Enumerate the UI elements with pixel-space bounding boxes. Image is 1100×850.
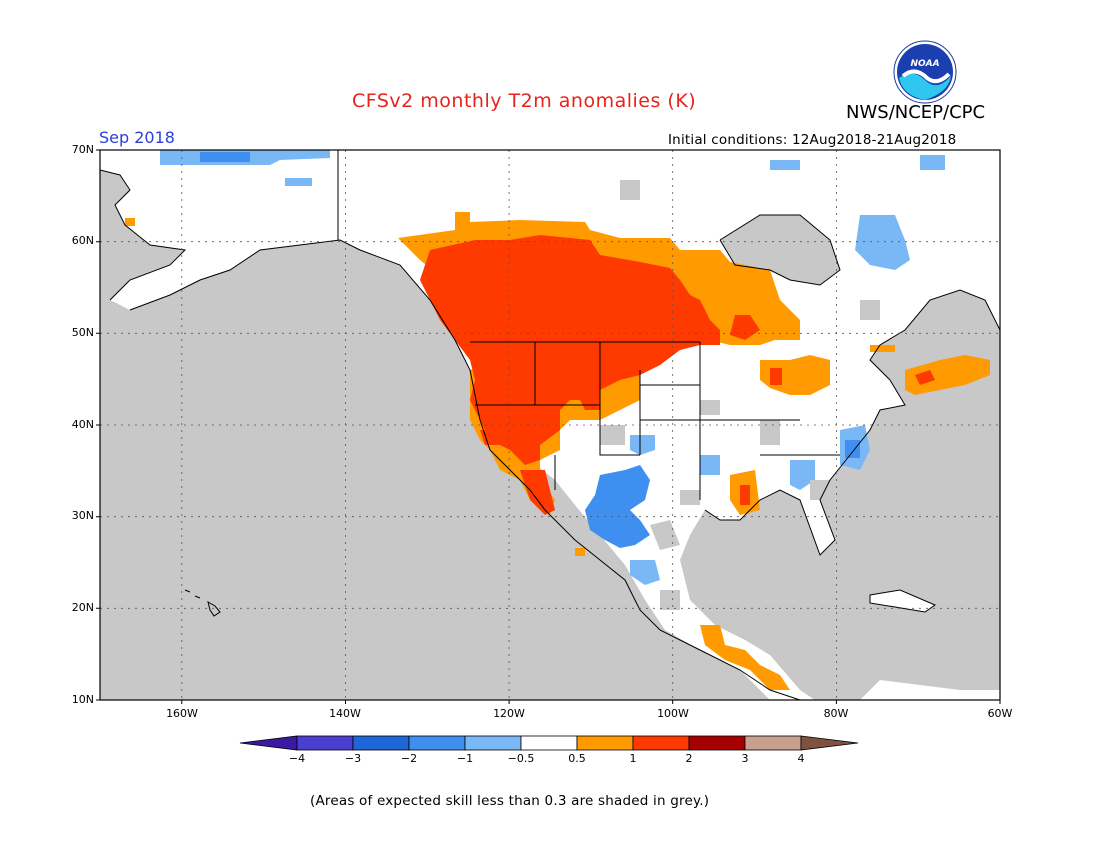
colorbar-tick-label: 4 bbox=[797, 752, 805, 765]
colorbar-swatch bbox=[688, 735, 746, 751]
lat-label-20n: 20N bbox=[71, 601, 94, 614]
lon-label-120w: 120W bbox=[493, 707, 525, 720]
colorbar-swatch bbox=[632, 735, 690, 751]
valid-month-label: Sep 2018 bbox=[99, 128, 175, 147]
colorbar-tick-label: −2 bbox=[400, 752, 418, 765]
colorbar-arrow-high bbox=[800, 735, 859, 751]
colorbar-swatch bbox=[464, 735, 522, 751]
south-america-edge bbox=[860, 680, 1000, 700]
map-title: CFSv2 monthly T2m anomalies (K) bbox=[352, 90, 697, 112]
cool-anomaly-blue bbox=[200, 152, 860, 548]
colorbar-tick-label: −0.5 bbox=[507, 752, 535, 765]
footnote: (Areas of expected skill less than 0.3 a… bbox=[310, 793, 710, 809]
colorbar-swatch bbox=[296, 735, 354, 751]
colorbar-tick-label: 3 bbox=[741, 752, 749, 765]
lon-label-100w: 100W bbox=[657, 707, 689, 720]
axis-ticks bbox=[96, 149, 1001, 704]
hudson-bay bbox=[720, 215, 840, 285]
warm-anomaly-red bbox=[420, 235, 935, 515]
colorbar bbox=[239, 735, 859, 751]
colorbar-arrow-low bbox=[239, 735, 298, 751]
lat-lon-grid bbox=[100, 150, 1000, 700]
colorbar-tick-label: −3 bbox=[344, 752, 362, 765]
coastlines bbox=[100, 150, 1000, 700]
colorbar-swatch bbox=[352, 735, 410, 751]
lat-label-40n: 40N bbox=[71, 418, 94, 431]
agency-label: NWS/NCEP/CPC bbox=[846, 102, 986, 123]
lon-label-140w: 140W bbox=[329, 707, 361, 720]
lat-label-60n: 60N bbox=[71, 234, 94, 247]
land-greenland bbox=[930, 150, 1000, 250]
colorbar-swatch bbox=[520, 735, 578, 751]
lon-label-60w: 60W bbox=[987, 707, 1013, 720]
colorbar-tick-label: −1 bbox=[456, 752, 474, 765]
lat-label-10n: 10N bbox=[71, 693, 94, 706]
lat-label-50n: 50N bbox=[71, 326, 94, 339]
colorbar-swatch bbox=[576, 735, 634, 751]
colorbar-tick-label: 1 bbox=[629, 752, 637, 765]
colorbar-tick-label: 2 bbox=[685, 752, 693, 765]
lon-label-160w: 160W bbox=[166, 707, 198, 720]
colorbar-swatch bbox=[744, 735, 802, 751]
cuba bbox=[870, 590, 935, 612]
hawaii bbox=[184, 589, 221, 617]
noaa-logo: NOAA bbox=[893, 40, 957, 104]
lat-label-70n: 70N bbox=[71, 143, 94, 156]
lon-label-80w: 80W bbox=[823, 707, 849, 720]
colorbar-tick-label: −4 bbox=[288, 752, 306, 765]
initial-conditions-label: Initial conditions: 12Aug2018-21Aug2018 bbox=[668, 132, 957, 148]
colorbar-swatch bbox=[408, 735, 466, 751]
lat-label-30n: 30N bbox=[71, 509, 94, 522]
colorbar-tick-label: 0.5 bbox=[568, 752, 586, 765]
logo-text: NOAA bbox=[910, 59, 939, 69]
